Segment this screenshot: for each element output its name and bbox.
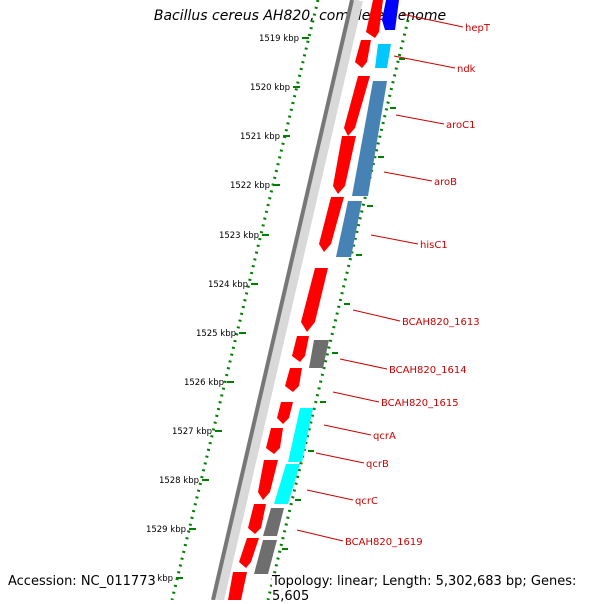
gene-label: qcrC <box>355 496 378 507</box>
gene-next-cds-1 <box>239 538 259 568</box>
tick-label: 1528 kbp <box>159 476 199 486</box>
gene-hepT-cds <box>366 0 383 38</box>
gene-ndk <box>375 44 391 68</box>
gene-label: BCAH820_1613 <box>402 317 480 328</box>
tick-label: 1529 kbp <box>146 525 186 535</box>
leader-line <box>323 424 372 436</box>
tick-label: 1519 kbp <box>259 34 299 44</box>
gene-next-cds-2 <box>228 572 247 600</box>
leader-line <box>332 391 380 403</box>
leader-line <box>296 529 344 542</box>
accession-text: Accession: NC_011773 <box>8 574 156 589</box>
leader-line <box>401 13 464 28</box>
gene-ndk-cds <box>355 40 371 68</box>
leader-line <box>315 452 365 464</box>
gene-label: qcrB <box>366 459 389 470</box>
gene-BCAH820_1613-cds <box>301 268 328 332</box>
gene-BCAH820_1615-cds <box>285 368 302 392</box>
backbone-track <box>212 0 363 600</box>
tick-label: 1525 kbp <box>196 329 236 339</box>
gene-label: BCAH820_1615 <box>381 398 459 409</box>
tick-label: 1524 kbp <box>208 280 248 290</box>
gene-qcrA <box>288 408 313 462</box>
gene-hisC1 <box>336 201 362 257</box>
leader-line <box>352 309 401 322</box>
tick-label: 1526 kbp <box>184 378 224 388</box>
gene-next-grey-1 <box>254 540 277 574</box>
gene-qcrB-cds <box>266 428 283 454</box>
leader-line <box>339 358 388 370</box>
gene-BCAH820_1614-cds <box>292 336 309 362</box>
gene-qcrC-cds <box>258 460 278 500</box>
gene-BCAH820_1619-cds <box>248 504 266 534</box>
gene-aroC1-cds <box>344 76 370 136</box>
gene-label: ndk <box>457 64 476 75</box>
gene-BCAH820_1614 <box>309 340 329 368</box>
gene-labels: hepT ndk aroC1 aroB hisC1 BCAH820_1613 B… <box>296 13 491 548</box>
tick-label: 1527 kbp <box>172 427 212 437</box>
gene-label: hepT <box>465 23 491 34</box>
gene-BCAH820_1619 <box>263 508 284 536</box>
gene-hepT <box>382 0 399 30</box>
inner-dotted-line <box>266 19 410 600</box>
scale-ticks: 1519 kbp 1520 kbp 1521 kbp 1522 kbp 1523… <box>133 34 309 584</box>
scale-dotted-line <box>170 0 320 600</box>
leader-line <box>395 114 445 125</box>
gene-track <box>228 0 399 600</box>
tick-label: 1521 kbp <box>240 132 280 142</box>
tick-label: 1520 kbp <box>250 83 290 93</box>
gene-label: aroB <box>434 177 457 188</box>
leader-line <box>370 234 419 245</box>
topology-text: Topology: linear; Length: 5,302,683 bp; … <box>272 574 600 604</box>
backbone-line <box>211 0 354 600</box>
gene-label: qcrA <box>373 431 396 442</box>
tick-label: 1523 kbp <box>219 231 259 241</box>
gene-hisC1-cds <box>319 197 344 252</box>
gene-label: BCAH820_1614 <box>389 365 467 376</box>
gene-label: hisC1 <box>420 240 448 251</box>
gene-label: BCAH820_1619 <box>345 537 423 548</box>
gene-aroC1 <box>352 81 387 196</box>
leader-line <box>393 55 456 69</box>
gene-aroB-cds <box>333 136 356 194</box>
gene-qcrC <box>274 464 300 504</box>
gene-qcrA-cds <box>277 402 293 424</box>
inner-minor-ticks <box>282 58 405 550</box>
leader-line <box>383 171 433 182</box>
gene-label: aroC1 <box>446 120 475 131</box>
tick-label: 1522 kbp <box>230 181 270 191</box>
leader-line <box>306 489 354 501</box>
